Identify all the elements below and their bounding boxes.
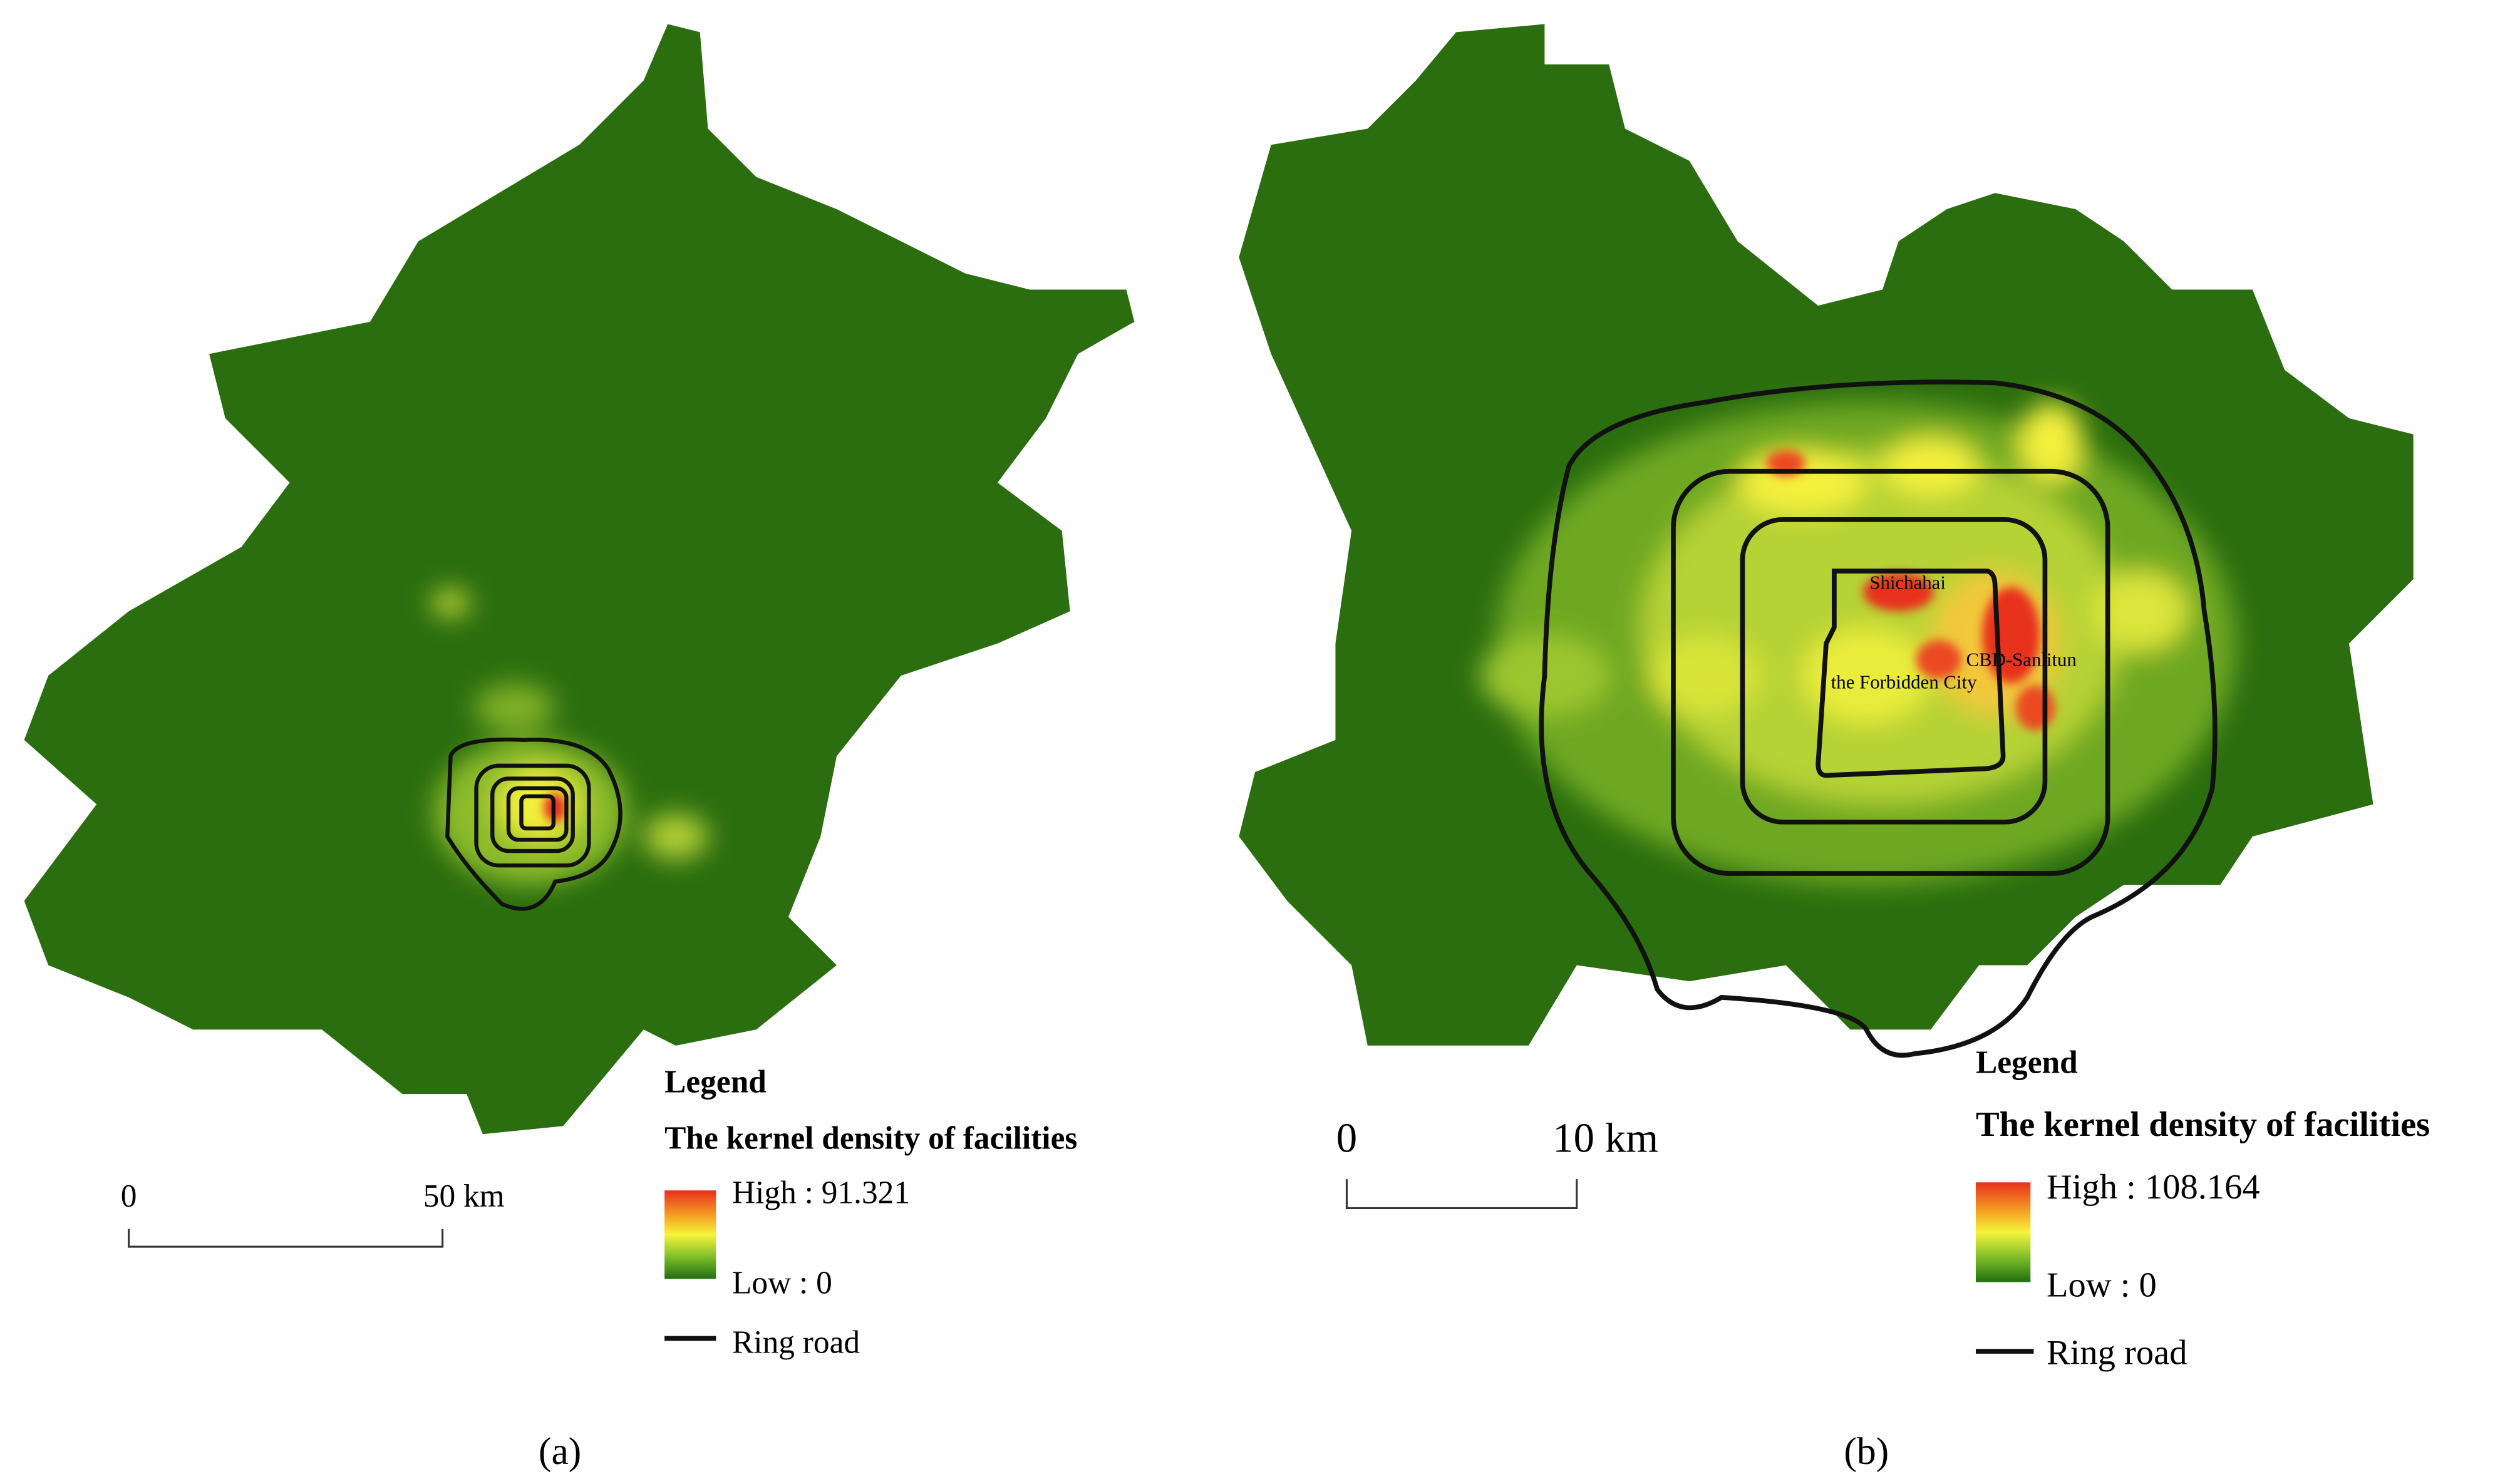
caption: (b) [1844, 1430, 1889, 1473]
legend-ramp [1975, 1182, 2031, 1282]
map-b [1239, 24, 2414, 1046]
scale-label: 10 km [1552, 1115, 1658, 1161]
legend-ramp [664, 1190, 716, 1279]
legend-b: Legend The kernel density of facilities … [1975, 1045, 2430, 1373]
legend-ring-road: Ring road [2047, 1334, 2187, 1373]
legend-a: Legend The kernel density of facilities … [664, 1064, 1077, 1361]
scale-label: 50 km [423, 1178, 505, 1214]
legend-subtitle: The kernel density of facilities [1976, 1105, 2430, 1144]
scale-bar-a: 0 50 km [121, 1178, 505, 1248]
legend-title: Legend [664, 1064, 767, 1100]
hotspots [1480, 402, 2237, 885]
scale-label: 0 [121, 1178, 137, 1214]
legend-high: High : 108.164 [2047, 1168, 2260, 1207]
legend-low: Low : 0 [732, 1265, 832, 1301]
ring-roads-b [1539, 379, 2218, 1058]
scale-bar-b: 0 10 km [1336, 1115, 1658, 1209]
place-label: Shichahai [1869, 572, 1946, 593]
place-label: CBD-Sanlitun [1966, 649, 2077, 671]
legend-low: Low : 0 [2047, 1266, 2157, 1305]
legend-title: Legend [1976, 1045, 2078, 1081]
legend-ring-road: Ring road [732, 1325, 860, 1361]
map-a [24, 24, 1135, 1135]
legend-high: High : 91.321 [732, 1175, 910, 1211]
ring-roads-a [445, 737, 622, 911]
base-density [24, 24, 1135, 1135]
caption: (a) [539, 1430, 581, 1473]
scale-label: 0 [1336, 1115, 1357, 1161]
legend-subtitle: The kernel density of facilities [664, 1120, 1077, 1156]
place-label: the Forbidden City [1831, 672, 1977, 693]
